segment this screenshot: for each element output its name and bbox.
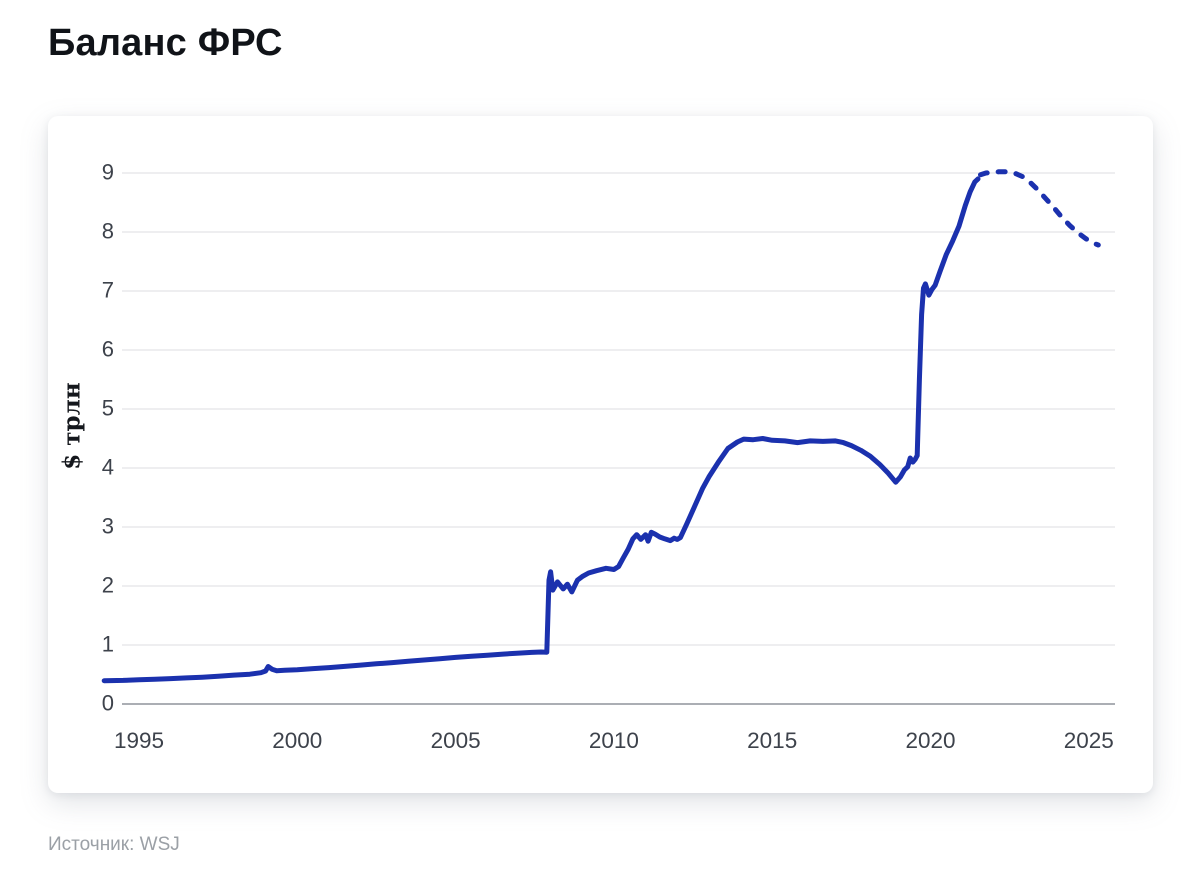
y-tick-label: 1 [101,631,114,657]
y-tick-label: 7 [101,277,114,303]
page-title: Баланс ФРС [48,22,283,64]
y-tick-label: 0 [101,690,114,716]
y-tick-label: 4 [101,454,114,480]
x-tick-label: 2000 [272,728,323,753]
x-tick-label: 2015 [747,728,798,753]
x-tick-label: 2025 [1063,728,1114,753]
x-tick-label: 1995 [113,728,165,753]
balance-projection-line [978,169,1101,248]
fed-balance-line-chart [101,169,1115,705]
balance-history-line [101,176,981,684]
y-axis-title: $ трлн [58,382,86,470]
chart-card: $ трлн 0 1 2 3 4 5 6 7 8 9 1995 2000 2005 2010 2015 20… [48,116,1153,793]
x-tick-label: 2020 [905,728,956,753]
y-tick-label: 6 [101,336,114,362]
x-tick-label: 2005 [430,728,481,753]
y-tick-label: 5 [101,395,114,421]
y-tick-label: 3 [101,513,114,539]
y-tick-label: 8 [101,218,114,244]
y-tick-label: 2 [101,572,114,598]
x-tick-label: 2010 [588,728,639,753]
source-caption: Источник: WSJ [48,834,180,855]
y-tick-label: 9 [101,159,114,185]
